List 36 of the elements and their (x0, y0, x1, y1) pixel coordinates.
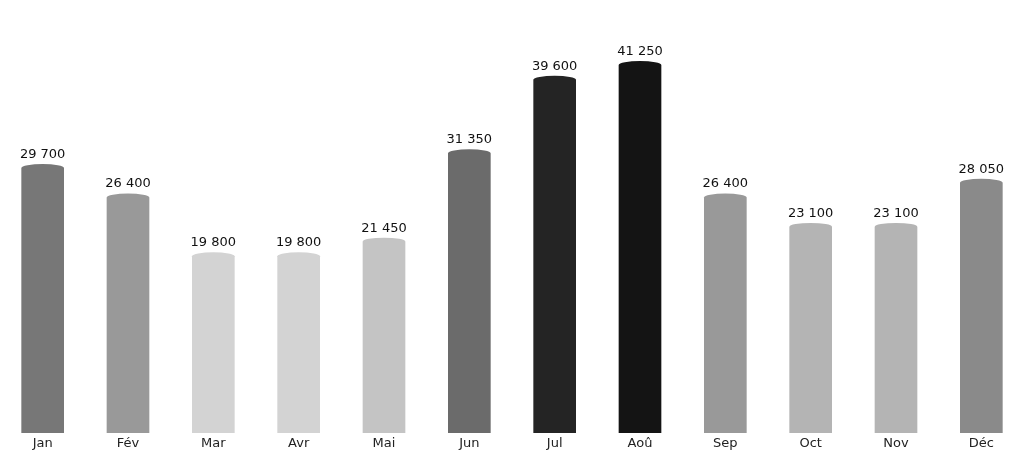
x-tick-label: Sep (713, 435, 738, 451)
bar (277, 252, 320, 433)
x-tick-label: Jul (545, 435, 563, 451)
data-label: 23 100 (873, 204, 919, 220)
x-tick-label: Avr (288, 435, 310, 451)
data-label: 41 250 (617, 43, 663, 58)
data-label: 26 400 (105, 175, 151, 191)
x-tick-label: Fév (116, 435, 140, 451)
bar (960, 178, 1003, 433)
x-tick-label: Nov (883, 435, 909, 451)
x-tick-label: Déc (968, 435, 994, 451)
bar (874, 222, 918, 433)
x-tick-label: Mar (201, 435, 227, 451)
data-label: 19 800 (275, 234, 322, 250)
data-label: 29 700 (19, 146, 66, 162)
data-label: 28 050 (958, 160, 1005, 176)
bar (106, 193, 150, 433)
data-label: 31 350 (446, 131, 493, 147)
x-tick-label: Mai (372, 435, 396, 451)
x-tick-label: Jan (31, 435, 53, 451)
bar (448, 149, 491, 433)
bar (21, 164, 64, 433)
x-tick-label: Jun (458, 435, 480, 451)
bar (618, 61, 662, 433)
data-label: 21 450 (361, 219, 407, 235)
data-label: 26 400 (702, 175, 749, 191)
bar (789, 222, 832, 433)
bar (192, 252, 235, 433)
data-label: 39 600 (531, 57, 578, 73)
data-label: 19 800 (190, 234, 237, 250)
data-label: 23 100 (787, 204, 834, 220)
bar (533, 75, 576, 433)
bar (704, 193, 747, 433)
bar (362, 237, 406, 433)
x-tick-label: Oct (799, 435, 822, 451)
x-tick-label: Aoû (627, 435, 653, 451)
